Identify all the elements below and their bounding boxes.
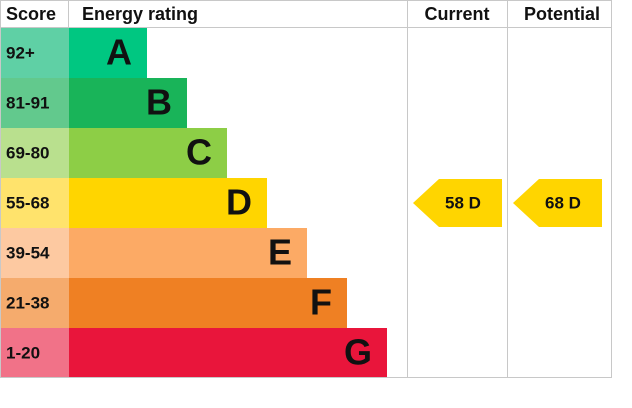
- rating-letter: B: [146, 82, 172, 123]
- rating-bar: [69, 228, 307, 278]
- score-header: Score: [6, 4, 56, 24]
- potential-header: Potential: [524, 4, 600, 24]
- score-label: 21-38: [6, 293, 49, 312]
- rating-bar: [69, 28, 147, 78]
- score-cell: [1, 128, 69, 178]
- rating-letter: G: [344, 332, 372, 373]
- rating-bar: [69, 328, 387, 378]
- score-label: 55-68: [6, 193, 49, 212]
- score-cell: [1, 278, 69, 328]
- rating-bar: [69, 278, 347, 328]
- rating-letter: D: [226, 182, 252, 223]
- rating-bar: [69, 128, 227, 178]
- score-cell: [1, 28, 69, 78]
- current-label: 58 D: [445, 193, 481, 212]
- potential-arrow: [513, 179, 602, 227]
- score-cell: [1, 328, 69, 378]
- score-label: 1-20: [6, 343, 40, 362]
- rating-header: Energy rating: [82, 4, 198, 24]
- score-label: 69-80: [6, 143, 49, 162]
- rating-letter: A: [106, 32, 132, 73]
- potential-label: 68 D: [545, 193, 581, 212]
- rating-bar: [69, 178, 267, 228]
- score-label: 81-91: [6, 93, 49, 112]
- score-label: 92+: [6, 43, 35, 62]
- grid: [0, 0, 612, 378]
- current-arrow: [413, 179, 502, 227]
- current-header: Current: [424, 4, 489, 24]
- score-cell: [1, 178, 69, 228]
- score-cell: [1, 228, 69, 278]
- score-label: 39-54: [6, 243, 50, 262]
- rating-letter: E: [268, 232, 292, 273]
- score-cell: [1, 78, 69, 128]
- rating-letter: F: [310, 282, 332, 323]
- rating-letter: C: [186, 132, 212, 173]
- rating-bar: [69, 78, 187, 128]
